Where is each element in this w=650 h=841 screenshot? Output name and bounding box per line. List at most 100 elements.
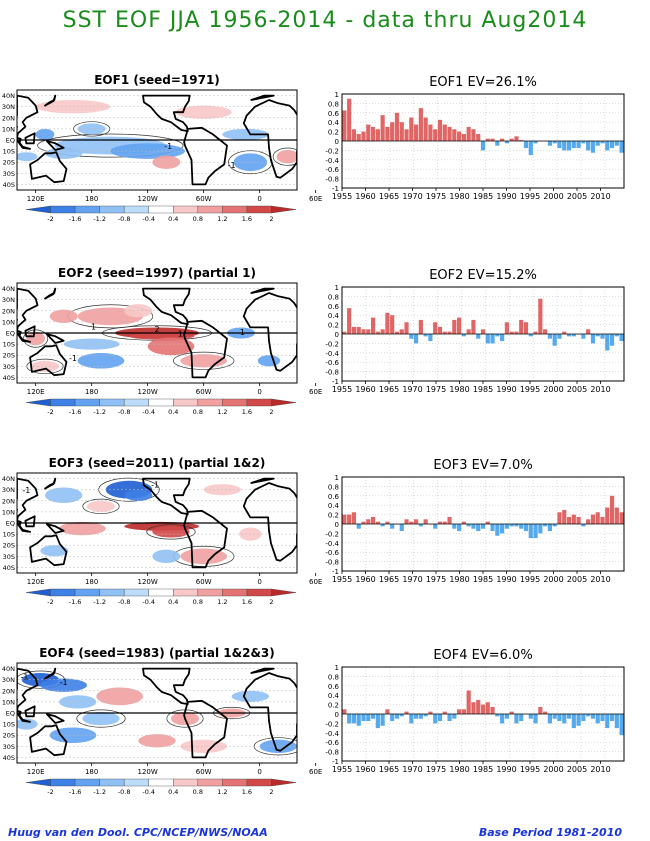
colorbar-segment xyxy=(246,778,272,787)
bar-2006 xyxy=(581,524,586,527)
y-tick-label: -0.6 xyxy=(325,166,339,174)
y-tick-label: -0.8 xyxy=(325,559,339,567)
sst-anomaly-region xyxy=(222,128,269,140)
bar-1958 xyxy=(351,326,357,334)
bar-1967 xyxy=(394,112,400,141)
x-tick-label: 2000 xyxy=(543,385,563,394)
bar-1962 xyxy=(370,516,376,524)
bar-1991 xyxy=(509,524,514,527)
eof4-map-title: EOF4 (seed=1983) (partial 1&2&3) xyxy=(39,646,275,660)
colorbar-tick-label: -1.2 xyxy=(93,215,106,223)
coastline xyxy=(242,99,297,179)
bar-1965 xyxy=(385,126,390,141)
bar-1996 xyxy=(533,141,538,144)
bar-1973 xyxy=(423,519,428,524)
colorbar-segment xyxy=(271,778,297,787)
colorbar-tick-label: -0.8 xyxy=(118,215,131,223)
coastline xyxy=(44,477,57,490)
bar-1997 xyxy=(538,524,543,534)
bar-1963 xyxy=(375,521,380,524)
y-tick-label: 0.8 xyxy=(328,673,339,681)
x-tick-label: 1960 xyxy=(355,575,375,584)
bar-2003 xyxy=(566,334,572,337)
bar-1967 xyxy=(394,331,400,334)
bar-1961 xyxy=(366,124,371,141)
colorbar-tick-label: -2 xyxy=(47,215,53,223)
colorbar-tick-label: -1.6 xyxy=(69,788,82,796)
coastline xyxy=(250,287,275,294)
bar-1956 xyxy=(342,709,347,714)
bar-1956 xyxy=(342,514,347,524)
sst-anomaly-region xyxy=(40,545,69,557)
bar-1993 xyxy=(519,319,524,334)
bar-1977 xyxy=(442,331,447,334)
coastline xyxy=(250,94,275,101)
coastline xyxy=(142,94,191,132)
bar-1977 xyxy=(442,124,447,141)
bar-1983 xyxy=(471,319,476,334)
lat-tick-label: 30N xyxy=(2,676,15,684)
bar-1998 xyxy=(543,711,548,714)
colorbar-segment xyxy=(246,205,272,214)
bar-1996 xyxy=(533,524,538,539)
bar-1981 xyxy=(461,709,466,714)
bar-2003 xyxy=(566,141,572,151)
colorbar-tick-label: -1.6 xyxy=(69,408,82,416)
bar-2014 xyxy=(619,141,624,153)
y-tick-label: 0.4 xyxy=(328,692,340,700)
lat-tick-label: 30S xyxy=(3,170,15,178)
bar-1959 xyxy=(356,714,361,726)
bar-1966 xyxy=(390,524,395,529)
y-tick-label: -0.4 xyxy=(325,350,339,358)
bar-1967 xyxy=(394,714,400,719)
coastline xyxy=(29,534,68,567)
bar-2006 xyxy=(581,334,586,339)
colorbar-segment xyxy=(271,588,297,597)
lon-tick-label: 60E xyxy=(309,768,322,776)
bar-1983 xyxy=(471,524,476,529)
bar-1971 xyxy=(413,519,419,524)
sst-anomaly-region xyxy=(26,331,45,346)
lat-tick-label: 40N xyxy=(2,665,15,673)
coastline xyxy=(142,667,191,705)
x-tick-label: 1975 xyxy=(426,765,446,774)
bar-1986 xyxy=(485,702,490,714)
y-tick-label: 0.8 xyxy=(328,100,339,108)
y-tick-label: 0 xyxy=(335,521,339,529)
eof4-map-fields: -1 -1 xyxy=(17,667,297,759)
bar-1980 xyxy=(457,709,462,714)
bar-1986 xyxy=(485,138,490,141)
bar-1957 xyxy=(347,98,352,141)
coastline xyxy=(29,151,68,184)
bar-1978 xyxy=(447,331,452,334)
bar-1965 xyxy=(385,709,390,714)
y-tick-label: -1 xyxy=(332,378,339,386)
lon-tick-label: 60W xyxy=(196,578,212,586)
sst-anomaly-region xyxy=(45,487,83,503)
bar-1970 xyxy=(409,521,414,524)
bar-1968 xyxy=(399,122,404,141)
y-tick-label: 0.4 xyxy=(328,502,340,510)
x-tick-label: 2010 xyxy=(590,575,610,584)
colorbar-segment xyxy=(99,778,125,787)
lat-tick-label: 40S xyxy=(3,181,15,189)
y-tick-label: -0.2 xyxy=(325,530,339,538)
bar-1982 xyxy=(466,126,471,141)
eof4-chart-title: EOF4 EV=6.0% xyxy=(433,648,532,663)
y-tick-label: -0.6 xyxy=(325,739,339,747)
bar-1968 xyxy=(399,524,404,532)
y-tick-label: 0.2 xyxy=(328,512,339,520)
bar-1995 xyxy=(528,524,533,539)
contour-label: 2 xyxy=(154,325,159,334)
colorbar-tick-label: 0.8 xyxy=(193,598,203,606)
y-tick-label: 0.6 xyxy=(328,110,340,118)
coastline xyxy=(183,319,228,379)
bar-1965 xyxy=(385,521,390,524)
colorbar-tick-label: -2 xyxy=(47,598,53,606)
x-tick-label: 1980 xyxy=(449,192,469,201)
bar-2000 xyxy=(552,141,557,144)
coastline xyxy=(17,710,31,723)
bar-1966 xyxy=(390,315,395,334)
bar-2009 xyxy=(595,512,600,524)
sst-anomaly-region xyxy=(138,734,176,748)
